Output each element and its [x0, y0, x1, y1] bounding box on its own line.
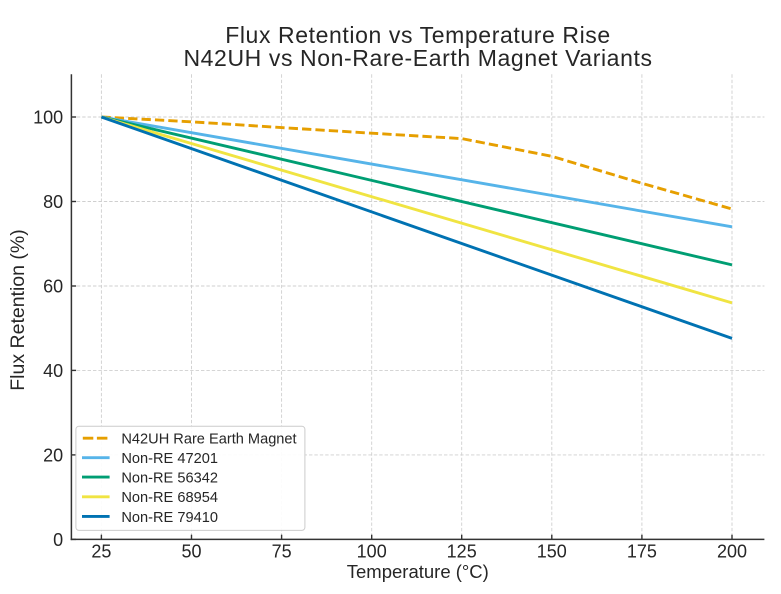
svg-text:Non-RE 56342: Non-RE 56342	[121, 471, 218, 487]
svg-text:Temperature (°C): Temperature (°C)	[347, 561, 489, 582]
svg-text:150: 150	[537, 542, 567, 562]
svg-text:50: 50	[181, 542, 201, 562]
svg-text:100: 100	[357, 542, 387, 562]
svg-text:125: 125	[447, 542, 477, 562]
svg-text:25: 25	[91, 542, 111, 562]
svg-text:N42UH vs Non-Rare-Earth Magnet: N42UH vs Non-Rare-Earth Magnet Variants	[183, 45, 652, 71]
svg-text:60: 60	[43, 277, 63, 297]
svg-text:75: 75	[272, 542, 292, 562]
svg-text:100: 100	[33, 108, 63, 128]
svg-text:20: 20	[43, 445, 63, 465]
svg-text:0: 0	[53, 530, 63, 550]
svg-text:Non-RE 68954: Non-RE 68954	[121, 490, 218, 506]
svg-text:Flux Retention (%): Flux Retention (%)	[7, 229, 29, 390]
svg-text:Non-RE 79410: Non-RE 79410	[121, 510, 218, 526]
svg-text:Flux Retention vs Temperature: Flux Retention vs Temperature Rise	[225, 22, 611, 48]
svg-text:175: 175	[627, 542, 657, 562]
svg-text:40: 40	[43, 361, 63, 381]
svg-text:Non-RE 47201: Non-RE 47201	[121, 451, 218, 467]
svg-text:80: 80	[43, 192, 63, 212]
svg-text:200: 200	[717, 542, 747, 562]
svg-text:N42UH Rare Earth Magnet: N42UH Rare Earth Magnet	[121, 432, 296, 448]
